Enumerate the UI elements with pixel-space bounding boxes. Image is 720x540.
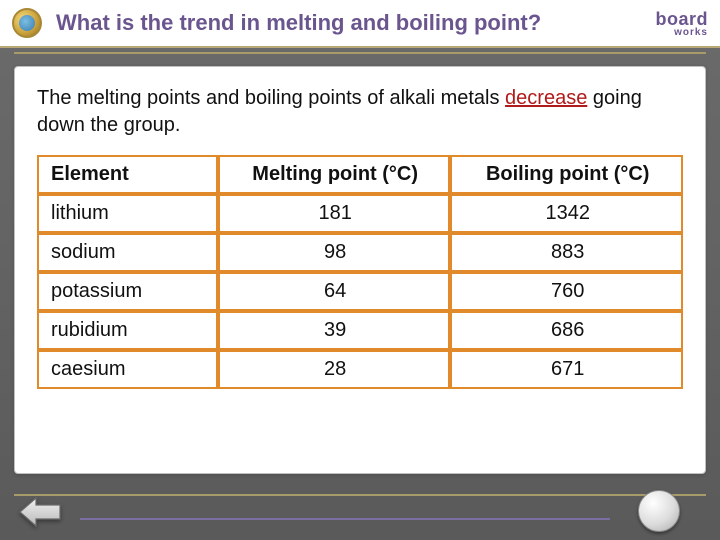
slide-title: What is the trend in melting and boiling… <box>56 10 655 36</box>
back-button[interactable] <box>18 494 62 530</box>
cell-bp: 686 <box>450 311 683 350</box>
table-row: sodium 98 883 <box>37 233 683 272</box>
next-button[interactable] <box>638 490 680 532</box>
cell-element: sodium <box>37 233 218 272</box>
cell-element: lithium <box>37 194 218 233</box>
table-row: lithium 181 1342 <box>37 194 683 233</box>
col-melting: Melting point (°C) <box>218 155 451 194</box>
brand-main: board <box>655 9 708 29</box>
footer-divider <box>14 494 706 496</box>
cell-element: rubidium <box>37 311 218 350</box>
decrease-word: decrease <box>505 87 587 109</box>
slide: What is the trend in melting and boiling… <box>0 0 720 540</box>
table-row: rubidium 39 686 <box>37 311 683 350</box>
cell-mp: 181 <box>218 194 451 233</box>
data-table-wrap: Element Melting point (°C) Boiling point… <box>37 155 683 389</box>
cell-mp: 28 <box>218 350 451 389</box>
header-bar: What is the trend in melting and boiling… <box>0 0 720 48</box>
cell-mp: 64 <box>218 272 451 311</box>
intro-part1: The melting points and boiling points of… <box>37 87 505 109</box>
table-row: potassium 64 760 <box>37 272 683 311</box>
logo-icon <box>12 8 42 38</box>
cell-element: potassium <box>37 272 218 311</box>
brand-logo: board works <box>655 9 708 38</box>
cell-bp: 1342 <box>450 194 683 233</box>
col-boiling: Boiling point (°C) <box>450 155 683 194</box>
footer-accent-line <box>80 518 610 520</box>
cell-mp: 39 <box>218 311 451 350</box>
data-table: Element Melting point (°C) Boiling point… <box>37 155 683 389</box>
col-element: Element <box>37 155 218 194</box>
cell-element: caesium <box>37 350 218 389</box>
arrow-left-icon <box>18 494 62 530</box>
content-card: The melting points and boiling points of… <box>14 66 706 474</box>
cell-bp: 883 <box>450 233 683 272</box>
table-header-row: Element Melting point (°C) Boiling point… <box>37 155 683 194</box>
intro-text: The melting points and boiling points of… <box>37 85 683 139</box>
header-divider <box>14 52 706 54</box>
cell-bp: 760 <box>450 272 683 311</box>
cell-mp: 98 <box>218 233 451 272</box>
cell-bp: 671 <box>450 350 683 389</box>
table-row: caesium 28 671 <box>37 350 683 389</box>
